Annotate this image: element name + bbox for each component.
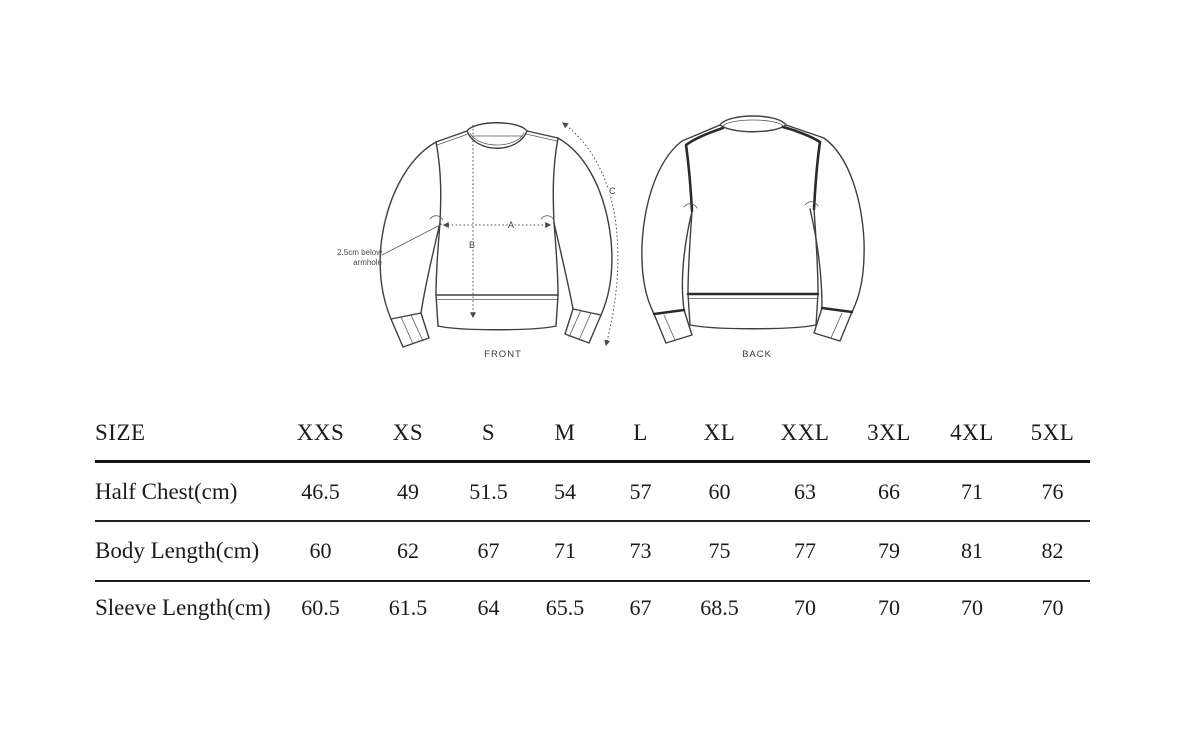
measure-c-label: C — [609, 186, 616, 196]
size-col-5xl: 5XL — [1015, 405, 1090, 463]
cell: 67 — [629, 595, 652, 620]
cell: 73 — [603, 521, 678, 582]
size-col-xxl: XXL — [761, 405, 849, 463]
measure-b-label: B — [469, 240, 475, 250]
cell: 51.5 — [450, 461, 527, 522]
cell: 70 — [794, 595, 816, 620]
row-label: Sleeve Length(cm) — [95, 595, 271, 620]
back-left-cuff-seam — [652, 308, 686, 316]
table-row-body-length: Body Length(cm) 60 62 67 71 73 75 77 79 … — [95, 521, 1090, 582]
cell: 49 — [366, 461, 450, 522]
armhole-note-line2: armhole — [353, 258, 382, 267]
back-left-seam — [684, 126, 725, 213]
cell: 70 — [1041, 595, 1064, 620]
measure-a-label: A — [508, 220, 514, 230]
cell: 65.5 — [545, 595, 585, 620]
back-label: BACK — [742, 349, 772, 360]
size-col-l: L — [603, 405, 678, 463]
cell: 76 — [1015, 461, 1090, 522]
cell: 63 — [761, 461, 849, 522]
front-label: FRONT — [484, 349, 522, 360]
cell: 70 — [878, 595, 900, 620]
table-row-half-chest: Half Chest(cm) 46.5 49 51.5 54 57 60 63 … — [95, 461, 1090, 522]
cell: 60 — [678, 461, 761, 522]
row-label: Body Length(cm) — [95, 521, 275, 582]
cell: 81 — [929, 521, 1015, 582]
size-col-m: M — [527, 405, 603, 463]
sweatshirt-front-diagram: A B C 2.5cm below armhole FRONT — [337, 122, 619, 360]
cell: 75 — [678, 521, 761, 582]
cell: 71 — [527, 521, 603, 582]
size-col-3xl: 3XL — [849, 405, 929, 463]
back-right-cuff-seam — [820, 306, 854, 314]
armhole-note-line1: 2.5cm below — [337, 248, 382, 257]
cell: 79 — [849, 521, 929, 582]
cell: 67 — [450, 521, 527, 582]
sweatshirt-back-diagram: BACK — [641, 115, 865, 360]
back-right-seam — [781, 125, 822, 211]
cell: 57 — [603, 461, 678, 522]
size-col-xl: XL — [678, 405, 761, 463]
size-col-4xl: 4XL — [929, 405, 1015, 463]
size-header-label: SIZE — [95, 405, 275, 463]
cell: 62 — [366, 521, 450, 582]
row-label: Half Chest(cm) — [95, 461, 275, 522]
cell: 61.5 — [388, 595, 428, 620]
armhole-pointer-line — [381, 223, 443, 256]
measure-c-line — [562, 122, 619, 347]
cell: 60 — [275, 521, 366, 582]
cell: 66 — [849, 461, 929, 522]
cell: 82 — [1015, 521, 1090, 582]
cell: 54 — [527, 461, 603, 522]
cell: 77 — [761, 521, 849, 582]
cell: 71 — [929, 461, 1015, 522]
garment-diagrams: A B C 2.5cm below armhole FRONT — [337, 115, 865, 360]
size-table: SIZE XXS XS S M L XL XXL 3XL 4XL 5XL Hal… — [95, 405, 1090, 634]
size-table-header-row: SIZE XXS XS S M L XL XXL 3XL 4XL 5XL — [95, 405, 1090, 463]
size-col-xxs: XXS — [275, 405, 366, 463]
size-col-xs: XS — [366, 405, 450, 463]
table-row-sleeve-length: Sleeve Length(cm) 60.5 61.5 64 65.5 67 6… — [95, 581, 1090, 634]
cell: 60.5 — [301, 595, 340, 620]
cell: 70 — [961, 595, 983, 620]
cell: 46.5 — [275, 461, 366, 522]
size-col-s: S — [450, 405, 527, 463]
cell: 64 — [477, 595, 500, 620]
cell: 68.5 — [700, 595, 739, 620]
